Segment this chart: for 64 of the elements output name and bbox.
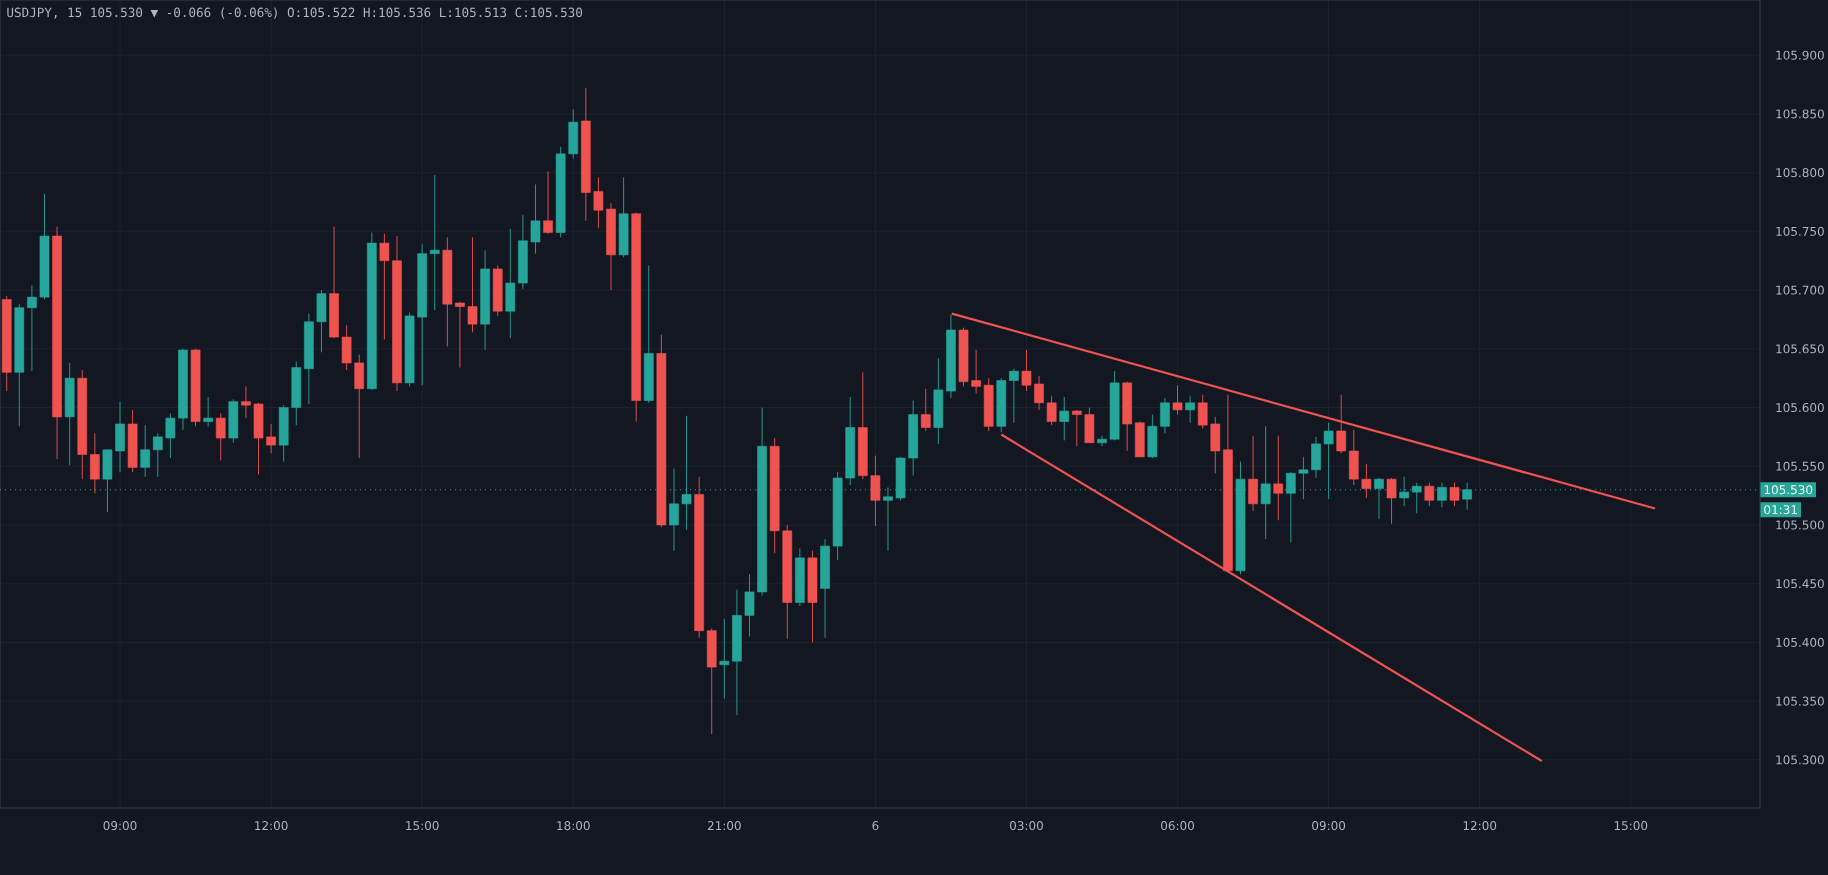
candlestick <box>1097 435 1107 447</box>
candlestick <box>1386 477 1397 525</box>
candlestick <box>429 174 440 311</box>
candlestick <box>266 423 276 454</box>
x-tick-label: 06:00 <box>1161 821 1195 831</box>
candlestick <box>1021 349 1032 392</box>
x-tick-label: 18:00 <box>557 821 590 831</box>
candlestick <box>530 183 541 255</box>
x-tick-label: 15:00 <box>1614 821 1648 831</box>
candlestick <box>1071 409 1082 447</box>
y-tick-label: 105.700 <box>1776 285 1824 295</box>
text: 01:31 <box>1764 505 1797 515</box>
candlestick <box>215 412 226 461</box>
y-tick-label: 105.450 <box>1776 579 1824 589</box>
x-tick-label: 6 <box>872 821 879 831</box>
candlestick <box>920 388 931 432</box>
x-tick-label: 15:00 <box>406 821 439 831</box>
y-tick-label: 105.300 <box>1776 755 1824 765</box>
y-tick-label: 105.400 <box>1776 637 1824 647</box>
x-tick-label: 12:00 <box>255 821 288 831</box>
y-tick-label: 105.800 <box>1776 168 1824 178</box>
x-tick-label: 09:00 <box>1312 821 1346 831</box>
candlestick <box>543 171 553 235</box>
candlestick <box>467 236 478 333</box>
y-tick-label: 105.350 <box>1776 696 1824 706</box>
candlestick <box>455 301 465 369</box>
text: USDJPY, 15 105.530 ▼ -0.066 (-0.06%) O:105.522 H:105.536 L:105.513 C:105.530 <box>7 7 583 19</box>
candlestick <box>27 284 37 372</box>
y-tick-label: 105.550 <box>1776 461 1824 471</box>
candlestick <box>1361 463 1372 499</box>
candlestick <box>379 233 390 340</box>
x-tick-label: 12:00 <box>1463 821 1497 831</box>
x-tick-label: 03:00 <box>1009 821 1043 831</box>
y-tick-label: 105.900 <box>1776 50 1824 60</box>
candlestick <box>1034 375 1044 411</box>
candlestick <box>1185 395 1195 424</box>
candlestick <box>1449 482 1460 507</box>
candlestick <box>593 176 604 229</box>
candlestick <box>241 385 251 419</box>
candlestick <box>1160 397 1170 434</box>
candlestick <box>1172 384 1183 416</box>
candlestick <box>744 573 755 637</box>
candlestick <box>1046 395 1057 426</box>
candlestick <box>971 349 981 394</box>
candlestick <box>1336 394 1347 454</box>
candlestick <box>719 618 730 700</box>
y-tick-label: 105.850 <box>1776 109 1824 119</box>
x-tick-label: 21:00 <box>707 821 741 831</box>
candlestick <box>1273 435 1284 521</box>
candlestick <box>1424 482 1435 507</box>
candlestick <box>1059 396 1070 441</box>
candlestick <box>1260 425 1271 540</box>
y-tick-label: 105.500 <box>1776 520 1824 530</box>
y-tick-label: 105.650 <box>1776 344 1824 354</box>
candlestick <box>152 432 163 478</box>
candlestick <box>165 412 176 459</box>
y-tick-label: 105.600 <box>1776 402 1824 413</box>
x-tick-label: 09:00 <box>103 821 137 831</box>
y-tick-label: 105.750 <box>1776 226 1824 236</box>
candlestick <box>140 424 151 478</box>
candlestick <box>1009 368 1019 424</box>
candlestick <box>203 396 213 427</box>
ref-line-label: 105.530 <box>1764 485 1813 495</box>
candlestick <box>1197 394 1208 430</box>
